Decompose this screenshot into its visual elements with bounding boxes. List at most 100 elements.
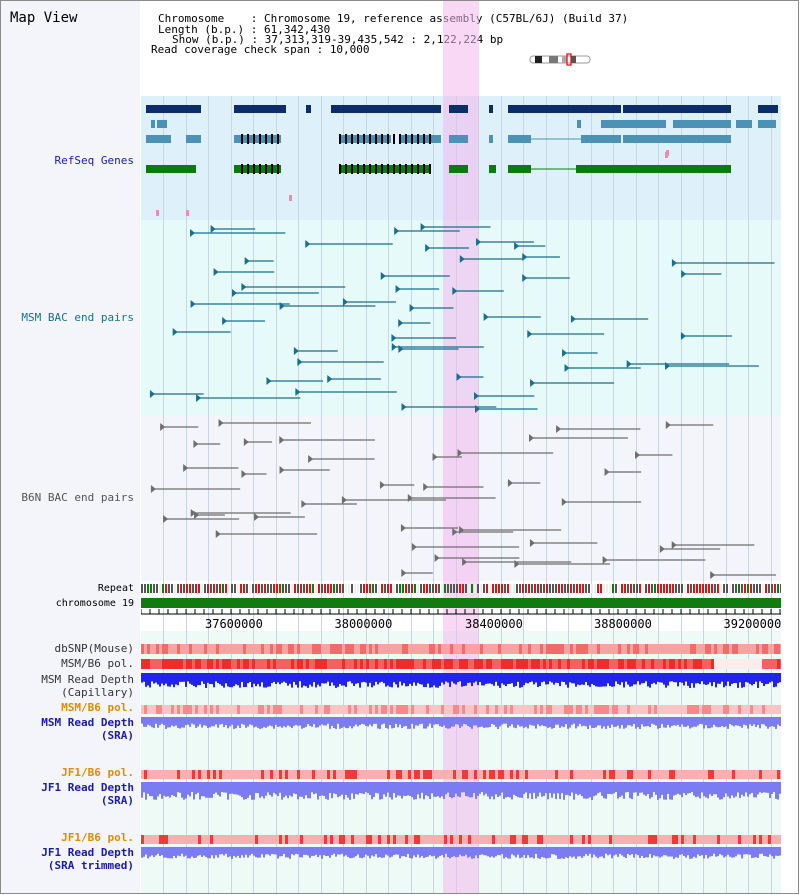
heat-cell [594, 835, 597, 844]
heat-cell [441, 659, 444, 669]
depth-bar [625, 847, 627, 859]
heat-cell [495, 835, 498, 844]
b6n-bac-end [150, 485, 156, 493]
depth-bar [241, 847, 243, 856]
depth-bar [359, 782, 361, 794]
refseq-minor-feature [289, 195, 292, 201]
depth-bar [559, 782, 561, 800]
heat-cell [750, 705, 753, 714]
msm-bac-end [398, 319, 404, 327]
heat-cell [444, 705, 447, 714]
heat-cell [186, 705, 189, 714]
heat-cell [354, 705, 357, 714]
heat-cell [183, 659, 186, 669]
depth-bar [293, 847, 295, 856]
depth-bar [581, 782, 583, 797]
msm-bac-end [680, 332, 686, 340]
depth-bar [673, 847, 675, 859]
heat-cell [711, 644, 714, 654]
depth-bar [303, 782, 305, 799]
heat-cell [753, 644, 756, 654]
highlight-region[interactable] [443, 1, 479, 893]
heat-cell [477, 644, 480, 654]
depth-bar [299, 847, 301, 858]
heat-cell [504, 659, 507, 669]
depth-bar [457, 673, 459, 683]
heat-cell [738, 659, 741, 669]
repeat-mark [171, 584, 173, 593]
depth-bar [663, 847, 665, 856]
depth-bar [441, 717, 443, 727]
repeat-mark [768, 584, 770, 593]
heat-cell [471, 770, 474, 779]
b6n-bac-end [411, 543, 417, 551]
repeat-mark [450, 584, 452, 593]
depth-bar [579, 847, 581, 857]
depth-bar [351, 717, 353, 729]
heat-cell [735, 705, 738, 714]
heat-cell [141, 644, 144, 654]
depth-bar [397, 717, 399, 728]
depth-bar [375, 717, 377, 724]
depth-bar [167, 673, 169, 687]
depth-bar [469, 782, 471, 798]
heat-cell [291, 835, 294, 844]
depth-bar [699, 717, 701, 724]
heat-cell [213, 705, 216, 714]
heat-cell [750, 835, 753, 844]
heat-cell [261, 644, 264, 654]
chromosome-ideogram[interactable] [529, 53, 593, 67]
depth-bar [443, 717, 445, 726]
depth-bar [487, 782, 489, 797]
heat-cell [204, 835, 207, 844]
depth-bar [267, 717, 269, 727]
repeat-mark [546, 584, 548, 593]
heat-cell [702, 835, 705, 844]
depth-bar [585, 782, 587, 799]
depth-bar [159, 847, 161, 857]
repeat-mark [462, 584, 464, 593]
depth-bar [419, 847, 421, 858]
heat-cell [471, 659, 474, 669]
depth-bar [629, 782, 631, 799]
depth-bar [761, 673, 763, 683]
msm-bac-end [297, 358, 303, 366]
heat-cell [150, 705, 153, 714]
heat-cell [555, 644, 558, 654]
heat-cell [264, 705, 267, 714]
heat-cell [465, 705, 468, 714]
depth-bar [355, 717, 357, 725]
heat-cell [267, 705, 270, 714]
heat-cell [183, 644, 186, 654]
track-area[interactable]: 37600000 38000000 38400000 38800000 39200000 [141, 1, 781, 893]
depth-bar [347, 673, 349, 682]
heat-cell [468, 705, 471, 714]
depth-bar [557, 717, 559, 725]
depth-bar [647, 673, 649, 687]
heat-cell [519, 644, 522, 654]
depth-bar [735, 847, 737, 857]
heat-cell [720, 644, 723, 654]
heat-cell [447, 705, 450, 714]
heat-cell [630, 659, 633, 669]
depth-bar [719, 782, 721, 800]
heat-cell [276, 770, 279, 779]
exon-mark [345, 134, 347, 144]
depth-bar [313, 782, 315, 795]
heat-cell [558, 705, 561, 714]
heat-cell [456, 770, 459, 779]
depth-bar [475, 782, 477, 799]
depth-bar [483, 673, 485, 686]
heat-cell [585, 659, 588, 669]
track-graphics[interactable] [141, 1, 781, 893]
msm-bac-end [394, 227, 400, 235]
heat-cell [660, 835, 663, 844]
depth-bar [757, 782, 759, 795]
depth-bar [617, 673, 619, 684]
depth-bar [331, 847, 333, 856]
heat-cell [531, 705, 534, 714]
heat-cell [234, 659, 237, 669]
depth-bar [179, 782, 181, 793]
repeat-mark [369, 584, 371, 593]
heat-cell [564, 659, 567, 669]
